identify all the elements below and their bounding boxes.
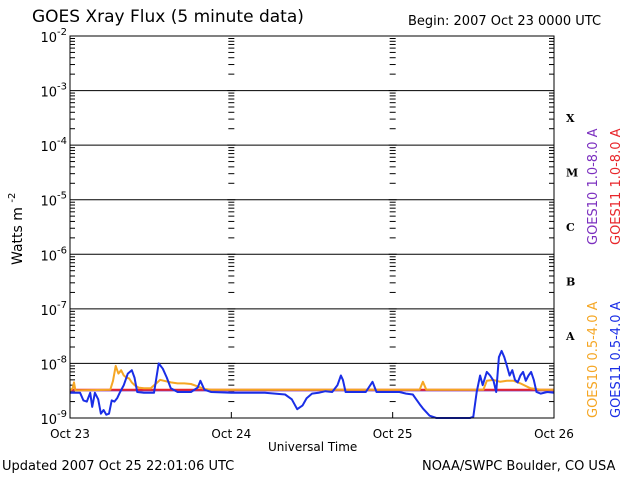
y-tick-label: 10-3 — [40, 82, 67, 101]
y-axis-label: Watts m -2 — [7, 193, 26, 265]
legend-entry: GOES11 1.0-8.0 A — [609, 128, 624, 245]
y-tick-label: 10-2 — [40, 27, 67, 46]
begin-time: Begin: 2007 Oct 23 0000 UTC — [408, 14, 602, 29]
x-tick-label: Oct 23 — [50, 427, 90, 441]
x-tick-label: Oct 25 — [373, 427, 413, 441]
plot-frame — [69, 35, 555, 419]
series-line — [70, 349, 555, 419]
y-tick-label: 10-4 — [40, 136, 67, 155]
flare-class-label: X — [566, 112, 575, 125]
x-axis-label: Universal Time — [268, 440, 358, 454]
legend: GOES10 1.0-8.0 A GOES11 1.0-8.0 A GOES10 0… — [586, 128, 624, 418]
legend-entry: GOES10 0.5-4.0 A — [586, 301, 601, 418]
y-tick-label: 10-7 — [40, 300, 67, 319]
y-tick-label: 10-9 — [40, 409, 67, 428]
credit-text: NOAA/SWPC Boulder, CO USA — [422, 459, 616, 474]
y-tick-label: 10-8 — [40, 354, 67, 373]
grid — [70, 90, 554, 364]
y-tick-label: 10-5 — [40, 191, 67, 210]
axis-ticks — [69, 35, 555, 419]
series-group — [69, 349, 555, 419]
flare-class-label: M — [566, 166, 578, 179]
flare-class-label: A — [565, 330, 575, 343]
legend-entry: GOES11 0.5-4.0 A — [609, 301, 624, 418]
legend-entry: GOES10 1.0-8.0 A — [586, 128, 601, 245]
flare-class-label: B — [566, 276, 575, 289]
x-tick-label: Oct 26 — [534, 427, 574, 441]
y-tick-label: 10-6 — [40, 245, 67, 264]
x-tick-label: Oct 24 — [211, 427, 251, 441]
updated-timestamp: Updated 2007 Oct 25 22:01:06 UTC — [2, 459, 235, 474]
flare-class-label: C — [566, 221, 575, 234]
chart-title: GOES Xray Flux (5 minute data) — [32, 7, 304, 27]
